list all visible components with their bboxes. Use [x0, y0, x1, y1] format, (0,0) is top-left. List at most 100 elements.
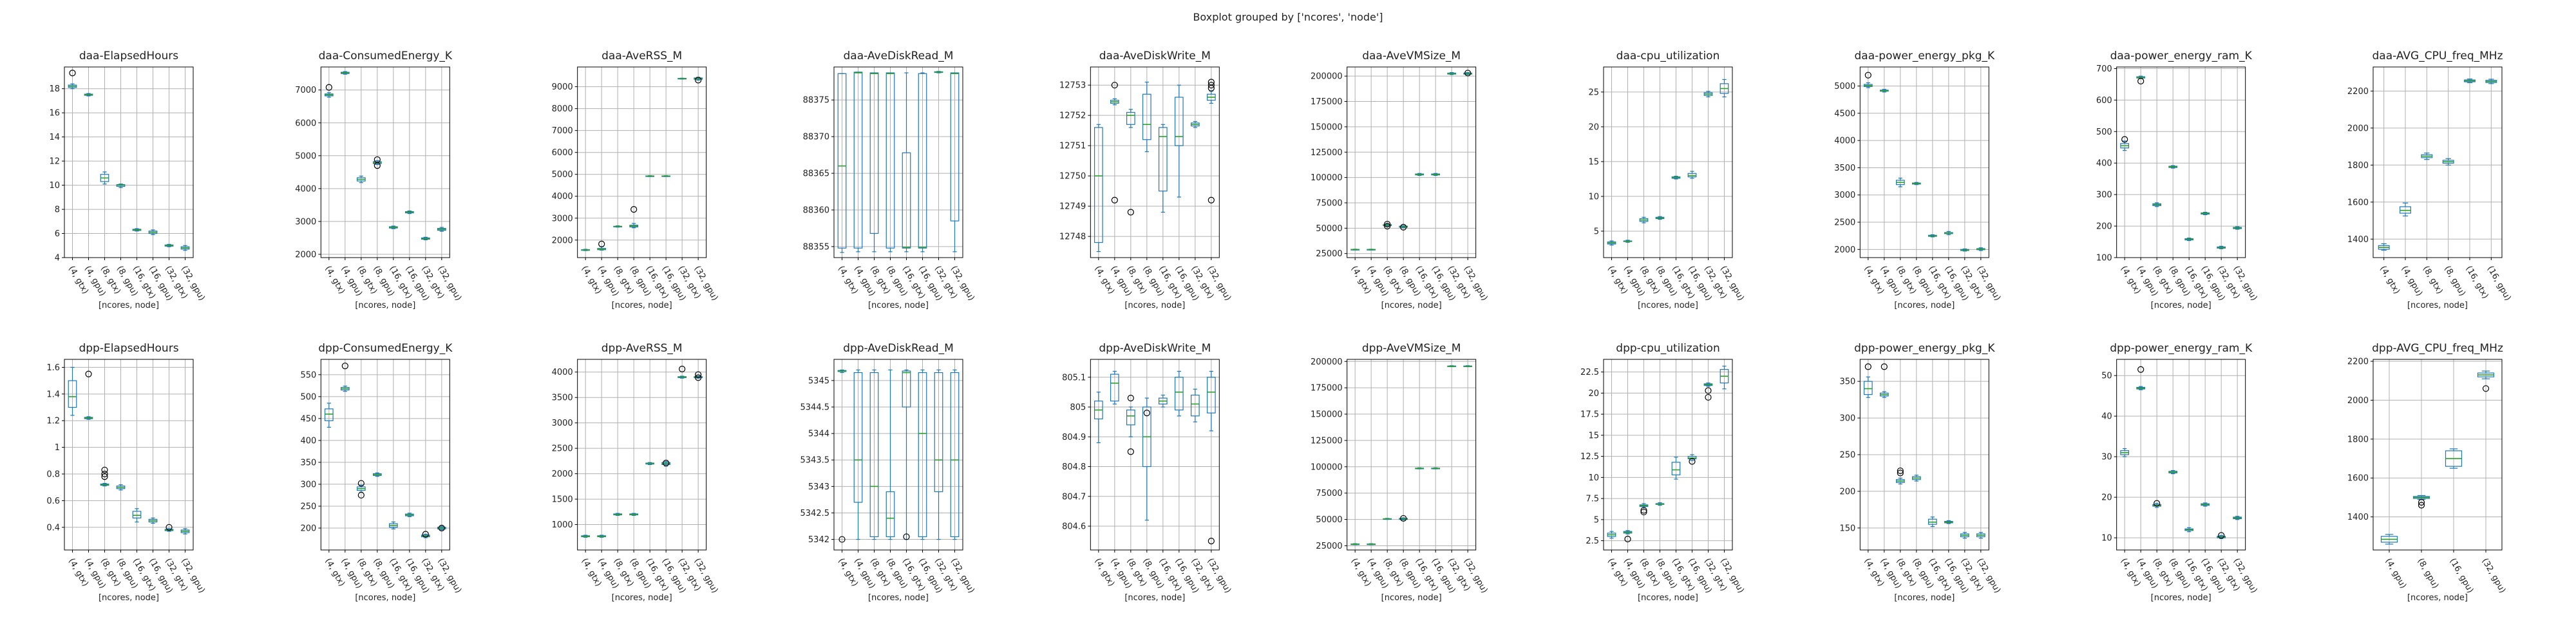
y-tick-label: 12753 — [1059, 81, 1086, 91]
y-tick-label: 18 — [49, 84, 60, 94]
box-(8, gpu) — [372, 472, 382, 477]
outlier-point — [1384, 223, 1391, 230]
y-tick-label: 300 — [2096, 191, 2112, 200]
box-(8, gtx) — [356, 480, 366, 499]
box-(8, gpu) — [2412, 495, 2430, 509]
box-(16, gpu) — [1687, 454, 1697, 465]
x-axis-label: [ncores, node] — [2151, 301, 2211, 310]
y-tick-label: 2200 — [2347, 357, 2369, 367]
box-(32, gtx) — [2217, 245, 2226, 249]
box-(16, gtx) — [1415, 467, 1425, 469]
box-(32, gtx) — [677, 77, 687, 80]
box-(4, gtx) — [2120, 136, 2130, 151]
box-(4, gpu) — [340, 71, 350, 75]
y-tick-label: 1800 — [2347, 161, 2369, 171]
box-(16, gtx) — [1671, 176, 1681, 180]
y-tick-label: 20 — [1588, 389, 1599, 399]
iqr-box — [902, 370, 911, 408]
box-(16, gpu) — [2201, 502, 2210, 507]
box-(16, gpu) — [404, 513, 414, 517]
iqr-box — [1863, 381, 1873, 395]
subplot-title: dpp-AveDiskWrite_M — [1099, 342, 1211, 355]
y-tick-label: 25 — [1588, 88, 1599, 97]
x-axis-label: [ncores, node] — [355, 593, 415, 603]
x-axis-label: [ncores, node] — [99, 593, 159, 603]
y-tick-label: 125000 — [1311, 148, 1343, 158]
y-tick-label: 100000 — [1311, 173, 1343, 183]
y-tick-label: 25000 — [1316, 249, 1342, 259]
subplot-title: daa-cpu_utilization — [1616, 50, 1720, 62]
x-axis-label: [ncores, node] — [355, 301, 415, 310]
box-(16, gpu) — [404, 210, 414, 214]
box-(32, gpu) — [1206, 370, 1216, 545]
outlier-point — [422, 531, 429, 538]
y-tick-label: 14 — [49, 133, 60, 142]
outlier-point — [1111, 82, 1118, 89]
iqr-box — [1094, 127, 1103, 243]
y-tick-label: 350 — [301, 458, 317, 468]
y-tick-label: 150 — [1840, 524, 1856, 533]
box-(32, gpu) — [1976, 247, 1985, 251]
y-tick-label: 40 — [2101, 412, 2112, 422]
box-(4, gpu) — [1367, 249, 1376, 251]
outlier-point — [341, 363, 348, 370]
box-(4, gpu) — [597, 535, 607, 538]
y-tick-label: 5345 — [808, 376, 829, 386]
y-tick-label: 150000 — [1311, 410, 1343, 420]
box-(32, gtx) — [1447, 72, 1457, 75]
iqr-box — [1126, 410, 1135, 426]
box-(8, gtx) — [613, 513, 623, 516]
iqr-box — [869, 72, 879, 234]
box-(32, gpu) — [950, 72, 960, 252]
box-(8, gtx) — [1383, 518, 1392, 520]
y-tick-label: 10 — [1588, 192, 1599, 202]
iqr-box — [886, 72, 895, 249]
y-tick-label: 5000 — [1834, 82, 1855, 91]
y-tick-label: 30 — [2101, 453, 2112, 462]
box-(4, gtx) — [1350, 249, 1360, 251]
box-(32, gtx) — [934, 71, 943, 73]
x-axis-label: [ncores, node] — [612, 593, 672, 603]
box-(16, gpu) — [1174, 370, 1184, 417]
y-tick-label: 7000 — [552, 126, 573, 136]
box-(4, gtx) — [1607, 240, 1616, 246]
box-(8, gpu) — [2168, 165, 2178, 169]
outlier-point — [2154, 500, 2161, 507]
y-tick-label: 400 — [2096, 159, 2112, 169]
outlier-point — [374, 156, 381, 164]
box-(8, gpu) — [1655, 502, 1665, 506]
subplot-title: dpp-power_energy_pkg_K — [1854, 342, 1995, 355]
box-(32, gpu) — [694, 77, 703, 84]
y-tick-label: 12.5 — [1580, 452, 1599, 462]
box-(8, gpu) — [1142, 81, 1151, 153]
y-tick-label: 88370 — [803, 133, 829, 142]
box-(16, gtx) — [902, 369, 911, 540]
y-tick-label: 12748 — [1059, 232, 1086, 242]
box-(8, gtx) — [356, 175, 366, 184]
y-tick-label: 10 — [2101, 534, 2112, 544]
x-axis-label: [ncores, node] — [1638, 593, 1698, 603]
box-(16, gtx) — [1671, 457, 1681, 480]
box-(16, gpu) — [2485, 79, 2497, 84]
y-tick-label: 5343 — [808, 482, 829, 492]
box-(16, gtx) — [388, 225, 398, 229]
box-(4, gtx) — [1094, 124, 1103, 252]
y-tick-label: 7000 — [295, 86, 316, 95]
box-(4, gpu) — [1623, 530, 1633, 543]
box-(4, gpu) — [1110, 82, 1119, 204]
outlier-point — [695, 371, 702, 378]
y-tick-label: 20 — [2101, 493, 2112, 503]
box-(4, gpu) — [1367, 543, 1376, 545]
y-tick-label: 2500 — [1834, 218, 1855, 228]
y-tick-label: 3500 — [1834, 164, 1855, 173]
box-(32, gpu) — [437, 227, 446, 232]
y-tick-label: 5342.5 — [800, 509, 830, 518]
y-tick-label: 1500 — [552, 495, 573, 505]
subplot-title: dpp-AveDiskRead_M — [843, 342, 954, 355]
outlier-point — [69, 70, 76, 77]
y-tick-label: 2000 — [2347, 124, 2369, 133]
y-tick-label: 6000 — [552, 148, 573, 158]
box-(8, gtx) — [869, 72, 879, 252]
